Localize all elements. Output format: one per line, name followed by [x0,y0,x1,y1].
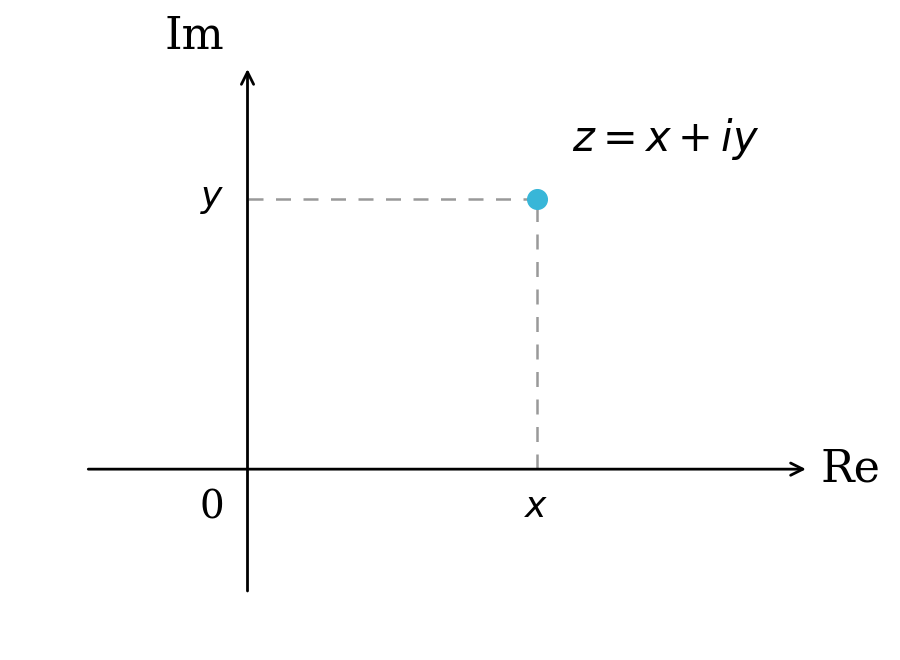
Text: Im: Im [165,15,224,58]
Text: $x$: $x$ [525,490,549,524]
Text: Re: Re [820,447,880,491]
Point [529,194,544,205]
Text: 0: 0 [200,490,224,527]
Text: $z = x + iy$: $z = x + iy$ [572,115,759,162]
Text: $y$: $y$ [200,182,224,216]
